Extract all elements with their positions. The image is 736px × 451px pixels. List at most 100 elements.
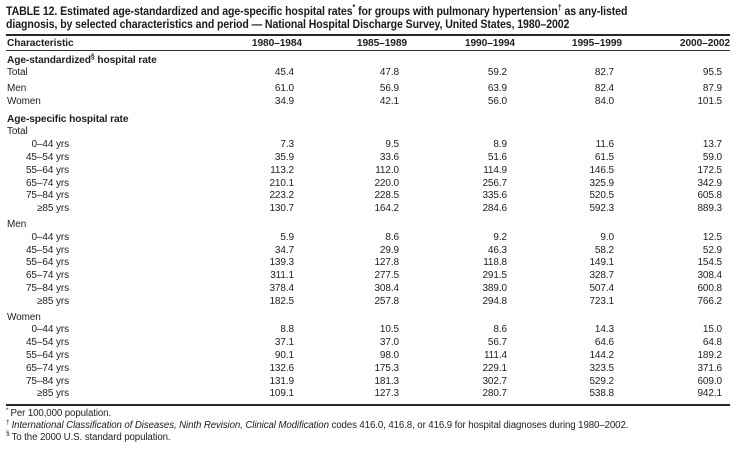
cell-value: 61.0 [274,82,294,94]
cell-value: 277.5 [374,270,399,282]
footnote-marker: § [6,430,10,438]
row-label: 45–54 yrs [6,152,198,165]
table-row: 75–84 yrs 131.9 181.3 302.7 529.2 609.0 [6,376,730,389]
cell-value: 311.1 [270,270,294,282]
rule-below-header [6,50,730,51]
row-label: 65–74 yrs [6,270,198,283]
cell-value: 132.6 [269,362,294,374]
rule-above-footnotes [6,404,730,407]
cell-value: 9.2 [493,231,507,243]
cell-value: 87.9 [702,82,722,94]
age-group-label: 0–44 yrs [31,139,69,151]
row-label: 45–54 yrs [6,245,198,258]
row-label: 55–64 yrs [6,165,198,178]
cell-value: 95.5 [702,67,722,78]
cell-value: 45.4 [274,67,294,78]
cell-value: 378.4 [269,282,294,294]
row-label: 65–74 yrs [6,363,198,376]
cell-value [622,126,730,139]
row-label: 75–84 yrs [6,376,198,389]
row-label: 0–44 yrs [6,139,198,152]
cell-value: 9.5 [385,139,399,151]
cell-value [302,312,407,325]
table-row: 55–64 yrs 139.3 127.8 118.8 149.1 154.5 [6,257,730,270]
cell-value: 63.9 [487,82,507,94]
cell-value: 605.8 [697,190,722,202]
age-group-label: 55–64 yrs [25,164,69,176]
row-label: ≥85 yrs [6,388,198,401]
cell-value [302,219,407,232]
column-header-period-2: 1985–1989 [356,37,407,49]
footnotes: * Per 100,000 population. † International C… [6,406,730,443]
row-label: Total [7,67,28,78]
section-header: Age-standardized§ hospital rate [7,53,157,66]
table-row: 0–44 yrs 5.9 8.6 9.2 9.0 12.5 [6,232,730,245]
cell-value: 723.1 [589,295,614,307]
cell-value: 342.9 [697,177,722,189]
cell-value: 9.0 [600,231,614,243]
cell-value: 127.3 [374,388,399,400]
table-body: Age-standardized§ hospital rate Total 45.4… [6,54,730,401]
cell-value: 146.5 [589,164,614,176]
footnote: * Per 100,000 population. [6,406,112,420]
cell-value: 13.7 [702,139,722,151]
cell-value: 113.2 [270,164,294,176]
cell-value: 56.0 [487,95,507,107]
cell-value: 223.2 [269,190,294,202]
cell-value [198,312,302,325]
cell-value: 109.1 [269,388,294,400]
age-group-label: 65–74 yrs [25,270,69,282]
cell-value: 56.7 [487,337,507,349]
footnote-marker: * [6,406,9,414]
column-header-period-1: 1980–1984 [251,37,302,49]
table-row: 65–74 yrs 210.1 220.0 256.7 325.9 342.9 [6,178,730,191]
cell-value: 14.3 [594,324,614,336]
column-header-period-4: 1995–1999 [571,37,622,49]
cell-value: 229.1 [482,362,507,374]
cell-value: 82.4 [594,82,614,94]
cell-value: 111.4 [483,349,507,361]
cell-value: 335.6 [482,190,507,202]
cell-value: 609.0 [697,375,722,387]
cell-value: 328.7 [589,270,614,282]
cell-value: 507.4 [589,282,614,294]
age-group-label: 75–84 yrs [25,282,69,294]
row-label: Women [7,311,41,323]
cell-value: 11.6 [595,139,614,151]
table-row: Men [6,219,730,232]
cell-value [198,126,302,139]
cell-value: 284.6 [482,203,507,215]
cell-value: 127.8 [374,257,399,269]
cell-value: 131.9 [269,375,294,387]
table-title-line: diagnosis, by selected characteristics a… [6,17,570,31]
table-row: 45–54 yrs 37.1 37.0 56.7 64.6 64.8 [6,337,730,350]
table-title: TABLE 12. Estimated age-standardized and… [6,3,730,31]
cell-value: 59.2 [487,67,507,78]
age-group-label: 75–84 yrs [25,375,69,387]
table-row: Men 61.0 56.9 63.9 82.4 87.9 [6,83,730,96]
cell-value: 52.9 [702,244,722,256]
cell-value: 47.8 [379,67,399,78]
cell-value: 256.7 [482,177,507,189]
row-label: 45–54 yrs [6,337,198,350]
age-group-label: 45–54 yrs [25,244,69,256]
cell-value: 889.3 [697,203,722,215]
cell-value: 8.6 [385,231,399,243]
row-label: 75–84 yrs [6,283,198,296]
cell-value: 323.5 [589,362,614,374]
row-label: 0–44 yrs [6,324,198,337]
cell-value: 42.1 [379,95,399,107]
table-row: Total 45.4 47.8 59.2 82.7 95.5 [6,67,730,80]
table-row: 55–64 yrs 113.2 112.0 114.9 146.5 172.5 [6,165,730,178]
cell-value: 8.8 [280,324,294,336]
cell-value: 210.1 [269,177,294,189]
age-group-label: 75–84 yrs [25,190,69,202]
footnote: § To the 2000 U.S. standard population. [6,430,171,443]
cell-value: 35.9 [274,151,294,163]
table-row: 45–54 yrs 34.7 29.9 46.3 58.2 52.9 [6,245,730,258]
cell-value [407,219,515,232]
age-group-label: 0–44 yrs [31,231,69,243]
row-label: 55–64 yrs [6,257,198,270]
age-group-label: 65–74 yrs [25,362,69,374]
